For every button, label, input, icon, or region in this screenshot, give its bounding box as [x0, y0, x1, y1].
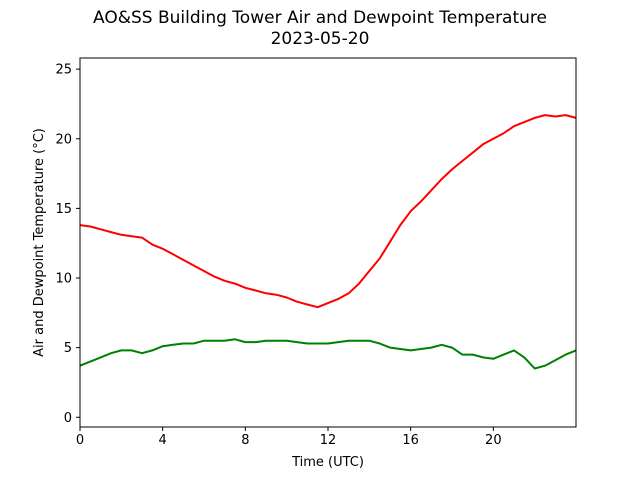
- x-tick-label: 16: [402, 433, 419, 448]
- y-tick-label: 5: [64, 341, 72, 356]
- axes-frame: [79, 57, 577, 428]
- series-layer: [79, 114, 577, 370]
- x-tick-label: 0: [76, 433, 84, 448]
- y-axis-label: Air and Dewpoint Temperature (°C): [32, 128, 47, 357]
- series-line-1: [79, 338, 577, 370]
- y-tick-label: 25: [55, 63, 72, 78]
- x-tick-label: 20: [485, 433, 502, 448]
- ticks-layer: 0 4 8 12 16 20 0 5 10 15 20 25: [55, 63, 501, 448]
- chart-title: AO&SS Building Tower Air and Dewpoint Te…: [92, 8, 547, 28]
- series-line-0: [79, 114, 577, 309]
- y-tick-label: 0: [64, 411, 72, 426]
- y-tick-label: 20: [55, 132, 72, 147]
- x-tick-label: 8: [241, 433, 249, 448]
- x-tick-label: 4: [159, 433, 167, 448]
- y-tick-label: 15: [55, 202, 72, 217]
- x-axis-label: Time (UTC): [291, 455, 364, 470]
- x-tick-label: 12: [320, 433, 337, 448]
- chart-subtitle: 2023-05-20: [270, 29, 370, 49]
- y-tick-label: 10: [55, 272, 72, 287]
